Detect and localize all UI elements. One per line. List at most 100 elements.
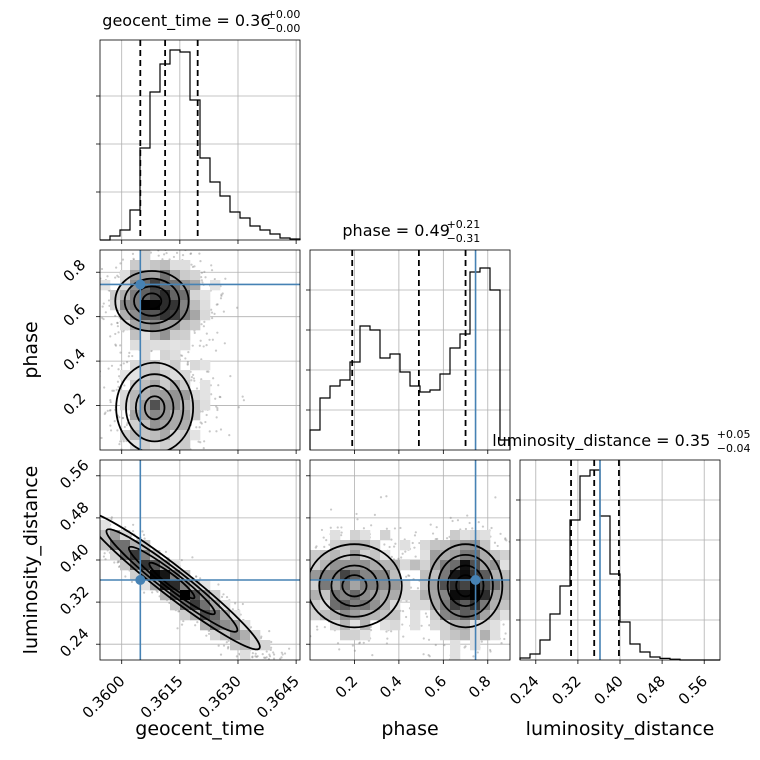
sample-point [89, 535, 91, 537]
sample-point [194, 624, 197, 627]
sample-point [305, 587, 307, 589]
sample-point [116, 325, 119, 328]
density-cell [130, 410, 141, 421]
sample-point [328, 543, 331, 546]
density-cell [200, 580, 211, 591]
sample-point [127, 468, 129, 470]
sample-point [207, 370, 210, 373]
sample-point [124, 525, 127, 529]
density-cell [420, 590, 431, 601]
histogram-step-luminosity_distance [519, 469, 720, 661]
sample-point [234, 602, 237, 605]
sample-point [217, 583, 220, 586]
density-cell [460, 530, 471, 541]
ytick-label-phase-2: 0.6 [60, 300, 90, 330]
sample-point [199, 339, 202, 342]
sample-point [116, 274, 119, 277]
scatter-panel-geocent_time-luminosity_distance-content [61, 460, 300, 664]
sample-point [356, 518, 359, 521]
sample-point [150, 463, 152, 465]
sample-point [145, 484, 147, 486]
sample-point [202, 447, 205, 450]
density-cell [410, 560, 421, 571]
sample-point [74, 531, 76, 533]
density-cell [200, 600, 211, 611]
sample-point [464, 645, 467, 648]
sample-point [476, 651, 479, 654]
sample-point [405, 575, 408, 578]
sample-point [254, 652, 257, 655]
density-cell [490, 600, 501, 611]
density-cell [190, 410, 201, 421]
sample-point [200, 422, 203, 425]
sample-point [272, 657, 276, 660]
sample-point [200, 323, 203, 326]
sample-point [340, 531, 343, 534]
sample-point [290, 608, 292, 610]
sample-point [281, 653, 284, 656]
density-cell [140, 410, 151, 421]
sample-point [82, 526, 84, 528]
sample-point [305, 584, 307, 586]
scatter-panel-geocent_time-phase-content [100, 243, 300, 486]
density-cell [390, 590, 401, 601]
density-cell [380, 600, 391, 611]
sample-point [204, 276, 207, 279]
density-cell [170, 420, 181, 431]
density-cell [210, 590, 221, 601]
sample-point [110, 364, 114, 367]
sample-point [373, 513, 376, 516]
title-sup-phase: +0.21 [447, 218, 481, 231]
density-cell [140, 300, 151, 311]
density-cell [190, 600, 201, 611]
sample-point [188, 452, 190, 454]
sample-point [225, 641, 228, 644]
density-cell [460, 590, 471, 601]
density-cell [160, 390, 171, 401]
title-main-geocent_time: geocent_time = 0.36 [102, 11, 270, 31]
sample-point [362, 641, 365, 644]
sample-point [358, 641, 362, 644]
density-cell [160, 570, 171, 581]
density-cell [170, 600, 181, 611]
sample-point [215, 405, 218, 408]
density-cell [480, 550, 491, 561]
sample-point [200, 358, 203, 361]
density-cell [330, 550, 341, 561]
sample-point [142, 533, 146, 536]
density-cell [150, 370, 161, 381]
density-cell [180, 320, 191, 331]
sample-point [91, 519, 93, 521]
sample-point [355, 512, 358, 516]
density-cell [140, 360, 151, 371]
density-cell [450, 640, 461, 651]
sample-point [121, 416, 125, 420]
sample-point [163, 452, 165, 454]
sample-point [407, 574, 410, 577]
sample-point [193, 265, 196, 268]
density-cell [420, 560, 431, 571]
sample-point [227, 645, 230, 649]
sample-point [61, 498, 63, 500]
sample-point [73, 499, 75, 501]
sample-point [266, 662, 268, 664]
sample-point [532, 625, 534, 627]
density-cell [200, 590, 211, 601]
sample-point [94, 522, 96, 524]
density-cell [130, 330, 141, 341]
sample-point [220, 294, 223, 297]
sample-point [212, 377, 215, 380]
density-cell [420, 540, 431, 551]
sample-point [114, 314, 117, 317]
sample-point [90, 519, 92, 521]
density-cell [170, 300, 181, 311]
sample-point [181, 254, 185, 257]
density-cell [160, 270, 171, 281]
sample-point [265, 650, 268, 653]
density-cell [400, 540, 411, 551]
sample-point [122, 440, 125, 443]
density-cell [150, 330, 161, 341]
sample-point [170, 243, 172, 245]
sample-point [215, 430, 218, 433]
sample-point [116, 321, 119, 325]
